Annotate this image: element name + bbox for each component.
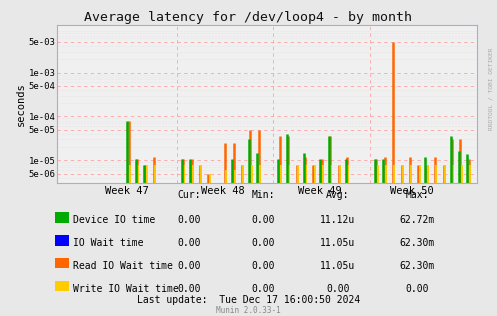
Text: Last update:  Tue Dec 17 16:00:50 2024: Last update: Tue Dec 17 16:00:50 2024 xyxy=(137,295,360,305)
Text: Write IO Wait time: Write IO Wait time xyxy=(73,283,179,294)
Text: 62.30m: 62.30m xyxy=(400,261,435,271)
Text: 62.30m: 62.30m xyxy=(400,238,435,248)
Text: 0.00: 0.00 xyxy=(406,283,429,294)
Text: Max:: Max: xyxy=(406,190,429,199)
Text: Read IO Wait time: Read IO Wait time xyxy=(73,261,173,271)
Text: 0.00: 0.00 xyxy=(251,261,275,271)
Text: Average latency for /dev/loop4 - by month: Average latency for /dev/loop4 - by mont… xyxy=(84,11,413,24)
Text: 11.05u: 11.05u xyxy=(321,261,355,271)
Text: 0.00: 0.00 xyxy=(251,283,275,294)
Text: Min:: Min: xyxy=(251,190,275,199)
Text: 62.72m: 62.72m xyxy=(400,215,435,225)
Text: 0.00: 0.00 xyxy=(326,283,350,294)
Text: Munin 2.0.33-1: Munin 2.0.33-1 xyxy=(216,307,281,315)
Text: 0.00: 0.00 xyxy=(177,215,201,225)
Text: Avg:: Avg: xyxy=(326,190,350,199)
Text: 0.00: 0.00 xyxy=(177,261,201,271)
Text: Cur:: Cur: xyxy=(177,190,201,199)
Text: 11.05u: 11.05u xyxy=(321,238,355,248)
Text: 0.00: 0.00 xyxy=(177,238,201,248)
Text: RRDTOOL / TOBI OETIKER: RRDTOOL / TOBI OETIKER xyxy=(489,47,494,130)
Y-axis label: seconds: seconds xyxy=(16,82,26,126)
Text: 11.12u: 11.12u xyxy=(321,215,355,225)
Text: 0.00: 0.00 xyxy=(177,283,201,294)
Text: 0.00: 0.00 xyxy=(251,215,275,225)
Text: Device IO time: Device IO time xyxy=(73,215,155,225)
Text: IO Wait time: IO Wait time xyxy=(73,238,144,248)
Text: 0.00: 0.00 xyxy=(251,238,275,248)
